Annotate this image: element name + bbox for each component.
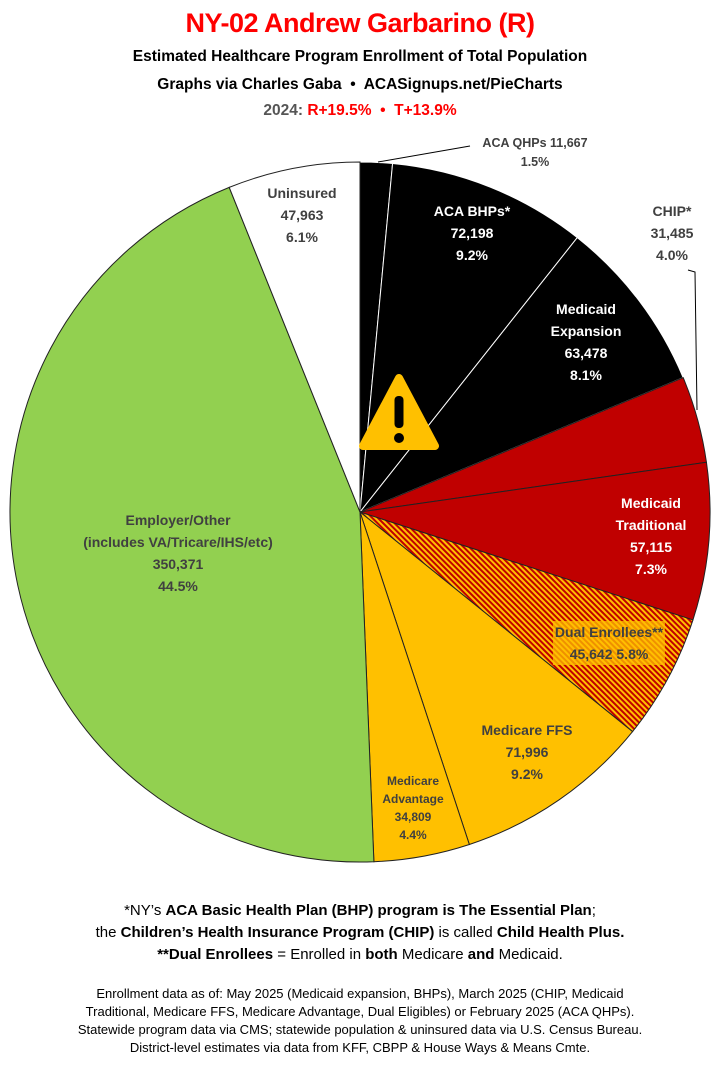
- label-dual-enrollees: Dual Enrollees** 45,642 5.8%: [552, 621, 666, 665]
- label-name: Medicaid: [556, 301, 616, 317]
- label-name: Dual Enrollees**: [554, 624, 664, 640]
- label-medicare-advantage: Medicare Advantage 34,809 4.4%: [382, 772, 443, 844]
- text: Medicare: [397, 946, 468, 963]
- label-value: 63,478: [564, 345, 608, 361]
- label-value: 34,809: [394, 810, 432, 824]
- pie-slice-employer-other-includes-va-tricare-ihs-etc: [9, 186, 375, 863]
- label-uninsured: Uninsured 47,963 6.1%: [267, 182, 336, 248]
- text: ;: [591, 902, 596, 919]
- label-name: Expansion: [550, 323, 622, 339]
- label-pct: 1.5%: [520, 155, 550, 169]
- label-name: Medicare FFS: [481, 722, 573, 738]
- footnote-bhp: *NY’s ACA Basic Health Plan (BHP) progra…: [0, 900, 720, 922]
- label-pct: 44.5%: [158, 578, 198, 594]
- chart-credit: Graphs via Charles Gaba • ACASignups.net…: [157, 76, 563, 93]
- pie-slice-medicaid-expansion: [358, 236, 684, 514]
- label-name: Medicare: [386, 774, 440, 788]
- text: the: [95, 924, 121, 941]
- pie-slice-dual-enrollees: [359, 511, 694, 733]
- label-chip: CHIP* 31,485 4.0%: [651, 200, 694, 266]
- label-value: 72,198: [450, 225, 494, 241]
- label-name: Uninsured: [267, 185, 337, 201]
- partisan-margins: 2024: R+19.5% • T+13.9%: [0, 102, 720, 120]
- label-box: Dual Enrollees** 45,642 5.8%: [552, 621, 666, 665]
- text: Children’s Health Insurance Program (CHI…: [120, 924, 435, 941]
- year-label: 2024:: [263, 102, 303, 119]
- text: both: [365, 946, 398, 963]
- label-value: 71,996: [505, 744, 549, 760]
- footnote-dual: **Dual Enrollees = Enrolled in both Medi…: [0, 944, 720, 966]
- source-line: Enrollment data as of: May 2025 (Medicai…: [96, 986, 624, 1001]
- text: Medicaid.: [494, 946, 563, 963]
- label-value: 45,642 5.8%: [569, 646, 649, 662]
- label-name: ACA QHPs 11,667: [482, 136, 588, 150]
- text: and: [467, 946, 495, 963]
- text: ACA Basic Health Plan (BHP) program is T…: [165, 902, 592, 919]
- source-line: Statewide program data via CMS; statewid…: [77, 1022, 643, 1037]
- label-aca-bhps: ACA BHPs* 72,198 9.2%: [434, 200, 511, 266]
- label-pct: 8.1%: [570, 367, 602, 383]
- margin-values: R+19.5% • T+13.9%: [307, 102, 457, 119]
- label-value: 47,963: [280, 207, 324, 223]
- label-name: Advantage: [382, 792, 444, 806]
- text: *NY’s: [124, 902, 166, 919]
- chart-subtitle: Estimated Healthcare Program Enrollment …: [132, 48, 588, 65]
- label-pct: 4.0%: [656, 247, 688, 263]
- qhp-leader-line: [377, 145, 471, 163]
- text: = Enrolled in: [273, 946, 366, 963]
- label-name: Traditional: [615, 517, 687, 533]
- label-medicaid-expansion: Medicaid Expansion 63,478 8.1%: [551, 298, 622, 386]
- label-medicaid-traditional: Medicaid Traditional 57,115 7.3%: [616, 492, 687, 580]
- label-pct: 9.2%: [511, 766, 543, 782]
- text: is called: [434, 924, 497, 941]
- label-name: Employer/Other: [125, 512, 231, 528]
- label-pct: 9.2%: [456, 247, 488, 263]
- label-value: 31,485: [650, 225, 694, 241]
- text: Child Health Plus.: [496, 924, 625, 941]
- warning-triangle-icon: [359, 374, 439, 450]
- chart-title: NY-02 Andrew Garbarino (R): [185, 8, 535, 38]
- label-name: CHIP*: [652, 203, 692, 219]
- label-employer-other: Employer/Other (includes VA/Tricare/IHS/e…: [83, 509, 273, 597]
- label-medicare-ffs: Medicare FFS 71,996 9.2%: [481, 719, 572, 785]
- footnote-chip: the Children’s Health Insurance Program …: [0, 922, 720, 944]
- label-value: 57,115: [629, 539, 673, 555]
- label-name: ACA BHPs*: [433, 203, 511, 219]
- chip-leader-line: [687, 269, 698, 411]
- source-line: Traditional, Medicare FFS, Medicare Adva…: [85, 1004, 635, 1019]
- label-pct: 7.3%: [635, 561, 667, 577]
- pie-slice-medicaid-traditional: [359, 461, 711, 621]
- label-value: 350,371: [152, 556, 204, 572]
- label-name: (includes VA/Tricare/IHS/etc): [83, 534, 273, 550]
- source-line: District-level estimates via data from K…: [129, 1040, 591, 1055]
- label-pct: 6.1%: [286, 229, 318, 245]
- label-aca-qhps: ACA QHPs 11,667 1.5%: [482, 134, 587, 172]
- label-name: Medicaid: [621, 495, 681, 511]
- pie-slice-medicare-ffs: [358, 510, 634, 846]
- pie-slice-uninsured: [228, 161, 361, 513]
- text: **Dual Enrollees: [157, 946, 274, 963]
- label-pct: 4.4%: [399, 828, 427, 842]
